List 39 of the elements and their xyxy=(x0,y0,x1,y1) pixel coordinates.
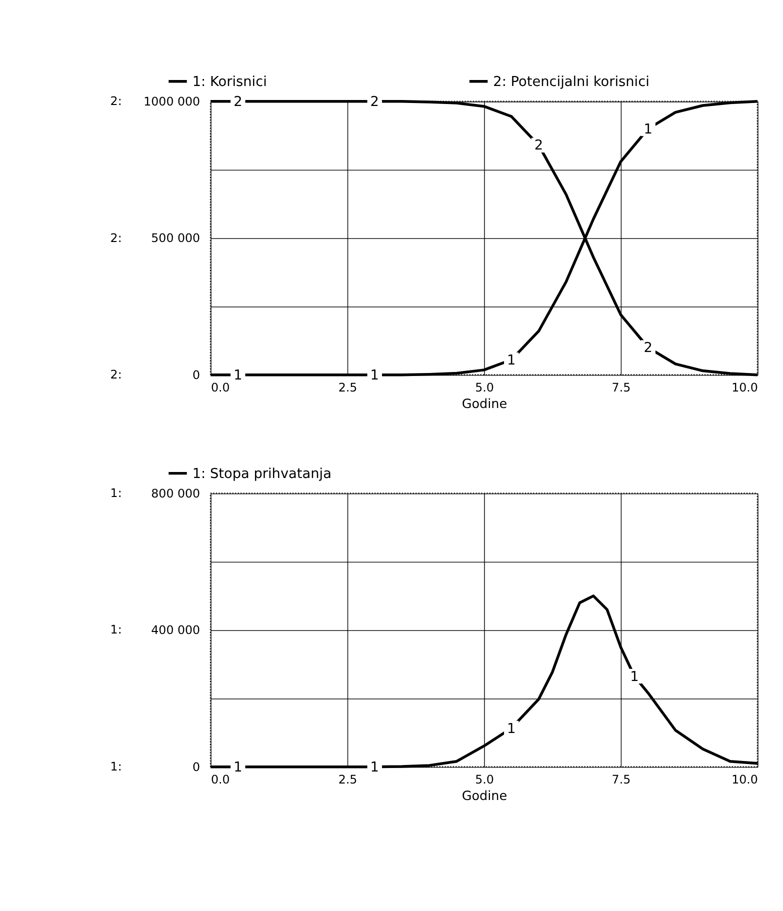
x-tick-label: 7.5 xyxy=(612,772,631,787)
y-tick-label: 800 000 xyxy=(151,486,200,500)
annotation: 2 xyxy=(644,340,652,356)
annotation: 1 xyxy=(630,668,639,685)
y-tick-label: 500 000 xyxy=(151,231,200,246)
x-tick-label: 5.0 xyxy=(475,772,494,787)
y-tick-label: 400 000 xyxy=(151,623,200,638)
text: 1: xyxy=(110,486,122,500)
annotation: 1 xyxy=(234,759,242,776)
annotation: 1 xyxy=(370,367,379,384)
annotation: 1 xyxy=(507,720,516,737)
text: 1: xyxy=(110,622,122,637)
text: 2: xyxy=(110,368,122,382)
annotation: 1 xyxy=(644,121,652,138)
annotation: 2 xyxy=(234,94,242,110)
legend-label: 1: Korisnici xyxy=(192,74,267,90)
text: 2: xyxy=(110,94,122,108)
annotation: 1 xyxy=(234,367,242,384)
x-tick-label: 5.0 xyxy=(475,380,494,395)
legend-label: 1: Stopa prihvatanja xyxy=(192,466,332,482)
x-tick-label: 7.5 xyxy=(612,380,631,395)
annotation: 1 xyxy=(507,352,516,368)
y-tick-label: 0 xyxy=(192,368,200,382)
text: 2: xyxy=(110,230,122,245)
x-tick-label: 2.5 xyxy=(338,772,358,787)
x-tick-label: 0.0 xyxy=(211,772,230,787)
x-tick-label: 2.5 xyxy=(338,380,358,395)
y-tick-label: 1000 000 xyxy=(144,94,200,109)
y-tick-label: 0 xyxy=(192,760,200,774)
legend-label: 2: Potencijalni korisnici xyxy=(493,74,650,90)
x-axis-title: Godine xyxy=(462,397,508,412)
x-tick-label: 0.0 xyxy=(211,380,230,395)
annotation: 2 xyxy=(534,138,544,154)
annotation: 2 xyxy=(370,94,379,110)
text: 1: xyxy=(110,759,122,774)
annotation: 1 xyxy=(370,759,379,776)
x-tick-label: 10.0 xyxy=(732,772,758,787)
x-axis-title: Godine xyxy=(462,789,508,804)
x-tick-label: 10.0 xyxy=(732,380,758,395)
